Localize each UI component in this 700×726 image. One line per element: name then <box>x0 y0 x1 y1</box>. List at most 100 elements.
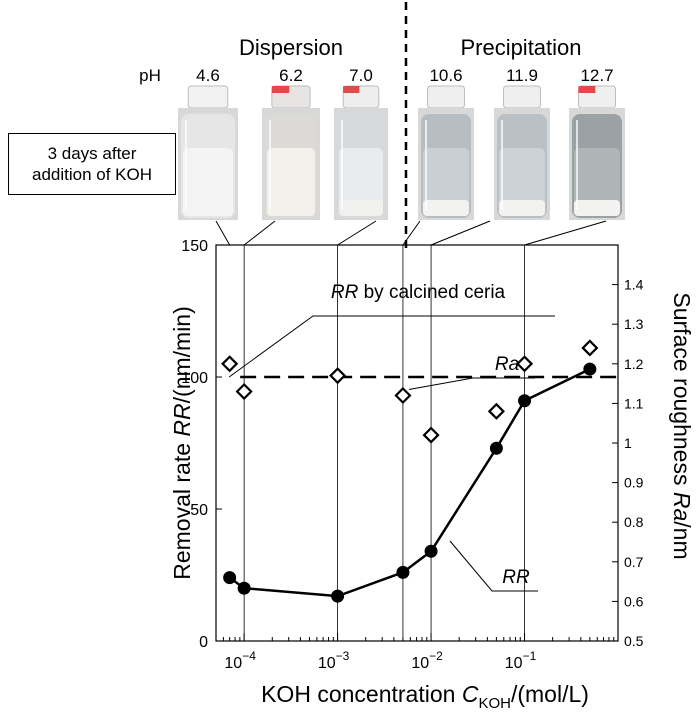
ph-value: 6.2 <box>279 66 303 85</box>
y-right-tick-label: 1.2 <box>624 356 644 372</box>
ra-data-point <box>221 355 239 373</box>
vial-sediment <box>499 200 545 216</box>
y-right-tick-label: 0.5 <box>624 633 644 649</box>
vial-cap-accent <box>343 86 360 93</box>
y-left-tick-label: 0 <box>199 634 208 651</box>
rr-data-point <box>396 565 410 579</box>
vial-sediment <box>574 200 620 216</box>
vial-liquid <box>574 148 620 216</box>
vial <box>569 85 625 220</box>
rr-data-point <box>583 362 597 376</box>
vial-liquid <box>423 148 469 216</box>
dispersion-label: Dispersion <box>239 35 343 60</box>
vial <box>334 85 388 220</box>
rr-data-point <box>331 589 345 603</box>
x-axis-title: KOH concentration CKOH/(mol/L) <box>261 681 589 712</box>
note-box: 3 days after addition of KOH <box>8 133 176 195</box>
note-line-1: 3 days after <box>47 144 137 163</box>
plot-frame <box>215 244 619 642</box>
series-group: Ra RR <box>221 339 599 603</box>
rr-data-point <box>518 394 532 408</box>
ph-values: 4.6 6.2 7.0 10.6 11.9 12.7 <box>196 66 613 85</box>
vial-liquid <box>339 148 383 216</box>
ra-data-point <box>329 367 347 385</box>
vial-cap <box>187 85 229 109</box>
reference-line-group: RR by calcined ceria <box>228 282 618 379</box>
grid-lines <box>243 245 525 641</box>
y-axis-right-title: Surface roughness Ra/nm <box>669 292 695 559</box>
vial-sediment <box>339 200 383 216</box>
x-title-text: KOH concentration <box>261 681 455 707</box>
photo-connector <box>524 220 607 246</box>
y-right-tick-label: 1.1 <box>624 395 644 411</box>
x-tick-label: 10−1 <box>505 649 537 672</box>
ra-annotation: Ra <box>495 354 519 375</box>
y-right-tick-label: 1 <box>624 435 632 451</box>
vial <box>178 85 238 220</box>
y-right-tick-label: 1.3 <box>624 316 644 332</box>
ra-data-point <box>235 382 253 401</box>
y-left-tick-label: 50 <box>190 502 208 519</box>
precipitation-label: Precipitation <box>460 35 581 60</box>
ra-data-point <box>422 426 440 444</box>
note-line-2: addition of KOH <box>31 165 152 184</box>
rr-leader-line <box>449 540 538 592</box>
rr-data-point <box>237 581 251 595</box>
y-left-title-symbol: RR <box>169 403 195 436</box>
photo-connector <box>402 220 421 246</box>
ph-value: 10.6 <box>429 66 462 85</box>
y-left-title-unit: /(nm/min) <box>169 306 195 403</box>
reference-line-label: RR by calcined ceria <box>331 282 506 303</box>
ph-value: 4.6 <box>196 66 220 85</box>
vial-sediment <box>423 200 469 216</box>
vial-liquid <box>267 148 315 216</box>
y-right-tick-label: 1.4 <box>624 277 644 293</box>
photo-connector <box>243 220 276 246</box>
y-right-tick-label: 0.7 <box>624 554 644 570</box>
x-tick-label: 10−4 <box>224 649 256 672</box>
vial-cap <box>427 85 465 109</box>
rr-series-line <box>228 367 591 598</box>
axes-group: 0 50 100 150 0.5 0.6 0.7 0.8 0.9 1 1.1 1.2 1.3 1.4 10−… <box>181 238 643 672</box>
rr-annotation: RR <box>502 567 530 588</box>
x-tick-label: 10−3 <box>318 649 350 672</box>
ra-data-point <box>487 402 505 420</box>
ph-value: 7.0 <box>349 66 373 85</box>
y-right-title-symbol: Ra <box>669 492 695 521</box>
vial <box>262 85 320 220</box>
vial-cap <box>503 85 541 109</box>
vial <box>494 85 550 220</box>
rr-data-point <box>489 441 503 455</box>
x-title-symbol: C <box>462 681 479 707</box>
vial <box>418 85 474 220</box>
photo-connector <box>337 220 377 246</box>
ra-data-point <box>515 355 534 373</box>
ph-value: 12.7 <box>580 66 613 85</box>
vial-liquid <box>499 148 545 216</box>
y-left-title-text: Removal rate <box>169 443 195 580</box>
y-right-tick-label: 0.6 <box>624 593 644 609</box>
vial-photos <box>178 85 625 220</box>
x-title-unit: /(mol/L) <box>511 681 589 707</box>
ra-data-point <box>394 386 412 405</box>
y-left-tick-label: 100 <box>181 370 208 387</box>
y-left-tick-label: 150 <box>181 238 208 255</box>
y-right-tick-label: 0.9 <box>624 475 644 491</box>
vial-sediment <box>267 200 315 216</box>
photo-connector <box>430 220 491 246</box>
vial-cap-accent <box>578 86 596 93</box>
y-right-title-text: Surface roughness <box>669 292 695 485</box>
photo-connectors <box>215 220 607 246</box>
ra-leader-line <box>408 377 535 390</box>
ra-data-point <box>581 339 599 357</box>
y-right-tick-label: 0.8 <box>624 514 644 530</box>
vial-liquid <box>183 148 233 216</box>
x-tick-label: 10−2 <box>411 649 443 672</box>
y-right-title-unit: /nm <box>669 521 695 559</box>
photo-connector <box>215 220 231 246</box>
rr-data-point <box>223 571 237 585</box>
y-axis-left-title: Removal rate RR/(nm/min) <box>169 306 195 580</box>
ph-label: pH <box>139 66 161 85</box>
vial-cap-accent <box>271 86 290 93</box>
